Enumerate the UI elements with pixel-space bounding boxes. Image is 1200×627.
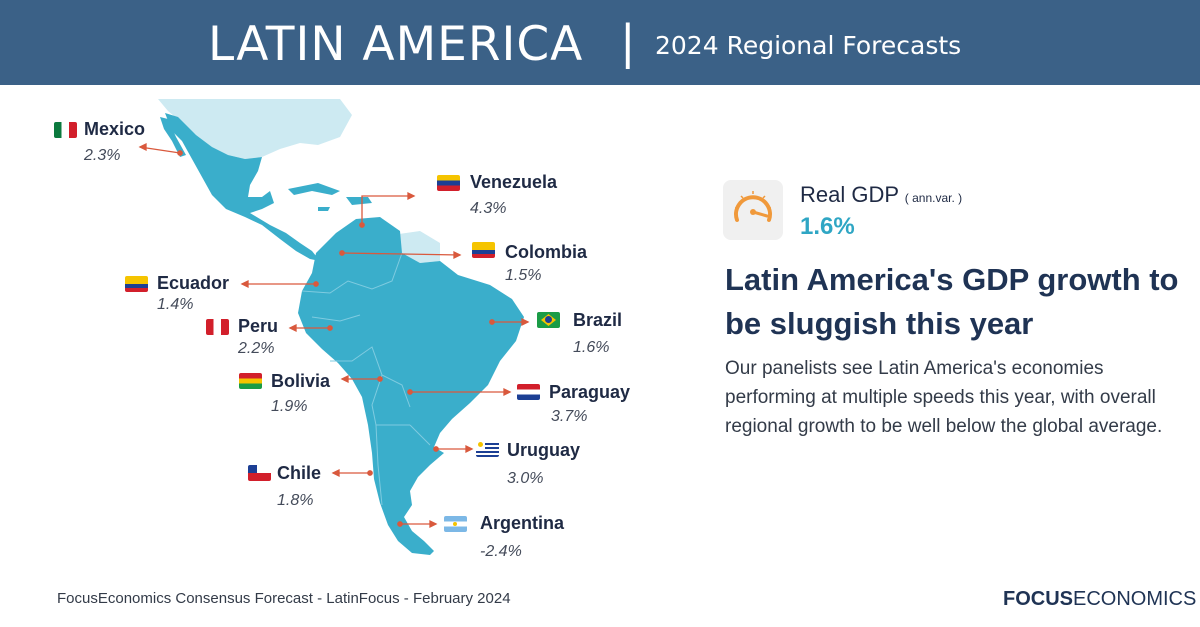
map-graphic (138, 99, 530, 555)
body-text: Our panelists see Latin America's econom… (725, 358, 1163, 437)
cuba-shape (288, 183, 340, 195)
country-value: 3.0% (507, 470, 544, 487)
jamaica-shape (318, 207, 330, 211)
hispaniola-shape (346, 197, 372, 205)
country-name: Colombia (505, 242, 588, 262)
country-value: 2.3% (84, 147, 121, 164)
paraguay-flag-icon (517, 384, 540, 400)
country-value: 1.5% (505, 267, 542, 284)
country-name: Venezuela (470, 172, 558, 192)
speedometer-icon-card (723, 180, 783, 240)
brand-logo-bold: FOCUS (1003, 588, 1073, 610)
gdp-value: 1.6% (800, 213, 855, 240)
country-name: Chile (277, 463, 322, 483)
country-value: 2.2% (238, 340, 275, 357)
country-name: Bolivia (271, 371, 331, 391)
country-name: Peru (238, 316, 279, 336)
brazil-flag-icon (537, 312, 560, 328)
country-name: Argentina (480, 513, 565, 533)
country-name: Brazil (573, 310, 623, 330)
title-separator: | (620, 15, 636, 69)
brand-logo: FOCUSECONOMICS (1003, 588, 1196, 611)
country-value: 3.7% (551, 408, 588, 425)
uruguay-flag-icon (476, 441, 499, 457)
country-name: Ecuador (157, 273, 230, 293)
gdp-unit: ( ann.var. ) (904, 191, 963, 205)
country-value: 4.3% (470, 200, 507, 217)
country-value: -2.4% (480, 543, 522, 560)
mexico-central-america-shape (165, 113, 320, 261)
baja-california-shape (160, 117, 186, 157)
page-subtitle: 2024 Regional Forecasts (655, 31, 962, 60)
argentina-flag-icon (444, 516, 467, 532)
mexico-flag-icon (54, 122, 77, 138)
north-america-shape (158, 99, 352, 159)
bolivia-flag-icon (239, 373, 262, 389)
header-banner: LATIN AMERICA | 2024 Regional Forecasts (0, 0, 1200, 85)
page-title: LATIN AMERICA (208, 17, 584, 72)
gdp-label: Real GDP ( ann.var. ) (800, 182, 962, 208)
country-borders (301, 252, 431, 506)
south-america-shape (298, 217, 524, 555)
brand-logo-light: ECONOMICS (1073, 588, 1197, 610)
country-name: Uruguay (507, 440, 581, 460)
country-value: 1.9% (271, 398, 308, 415)
speedometer-icon (734, 191, 772, 222)
country-name: Paraguay (549, 382, 631, 402)
peru-flag-icon (206, 319, 229, 335)
pointer-lines (138, 142, 530, 529)
source-note: FocusEconomics Consensus Forecast - Lati… (57, 590, 511, 607)
chile-flag-icon (248, 465, 271, 481)
country-value: 1.6% (573, 339, 610, 356)
latin-america-map: Mexico 2.3% Venezuela 4.3% Colombia 1.5%… (0, 85, 700, 585)
colombia-flag-icon (472, 242, 495, 258)
gdp-label-text: Real GDP (800, 182, 899, 207)
headline: Latin America's GDP growth to be sluggis… (725, 262, 1179, 341)
country-name: Mexico (84, 119, 146, 139)
country-value: 1.8% (277, 492, 314, 509)
venezuela-flag-icon (437, 175, 460, 191)
ecuador-flag-icon (125, 276, 148, 292)
country-value: 1.4% (157, 296, 194, 313)
